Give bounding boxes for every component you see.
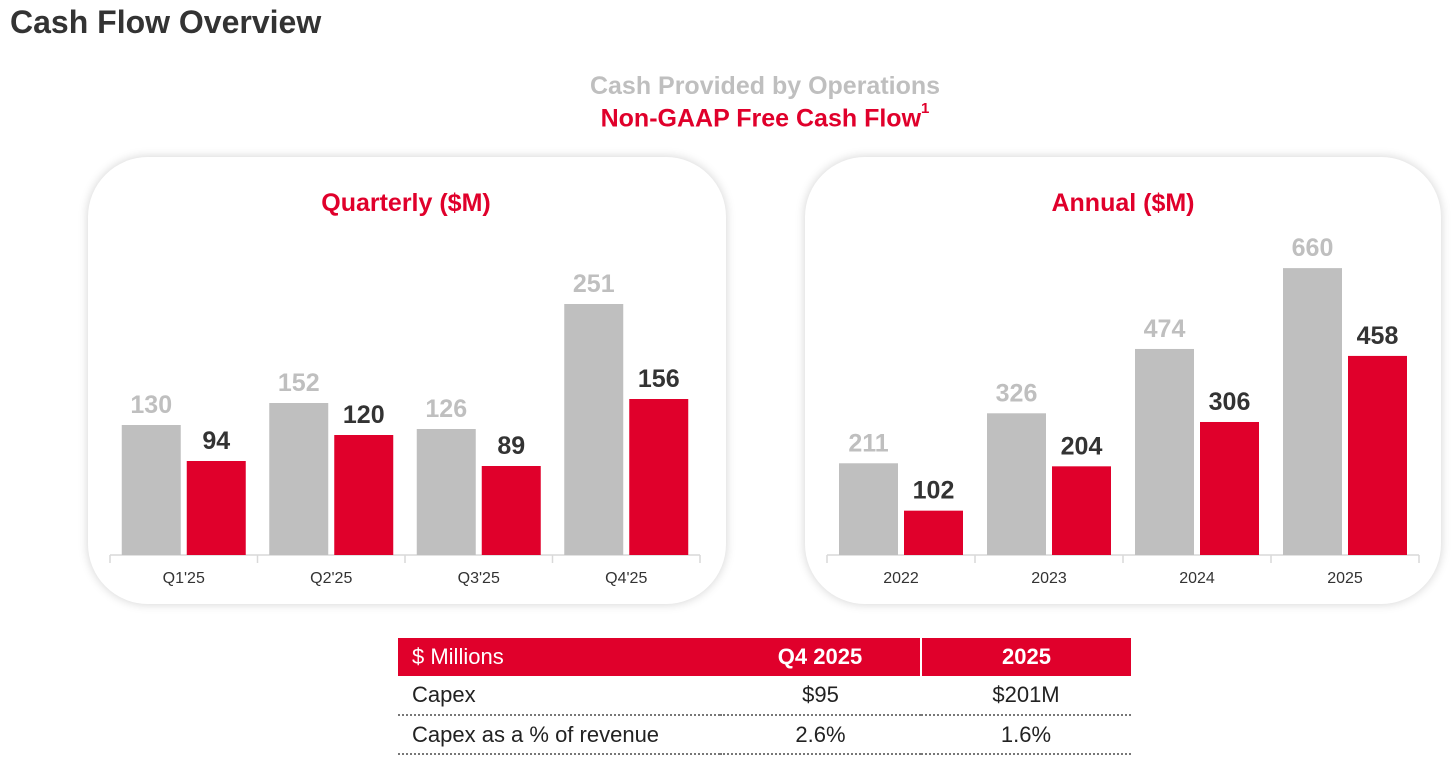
bar-free-cash-flow [481,466,541,555]
bar-operations [839,463,898,555]
x-tick-label: 2023 [1031,570,1067,587]
table-header-row: $ Millions Q4 2025 2025 [398,638,1131,676]
table-cell: 1.6% [921,715,1131,755]
x-tick-label: Q1'25 [163,570,205,587]
data-label: 204 [1061,432,1103,460]
table-cell: 2.6% [720,715,921,755]
x-tick-label: Q3'25 [458,570,500,587]
data-label: 130 [130,391,172,419]
data-label: 156 [638,365,680,393]
bar-operations [269,403,329,555]
data-label: 474 [1144,315,1186,343]
annual-chart: Annual ($M) 2022 211 102 2023 326 204 2024 474 30… [826,189,1420,587]
table-cell: Capex as a % of revenue [398,715,720,755]
table-header-q4-2025: Q4 2025 [720,638,921,676]
capex-table: $ Millions Q4 2025 2025 Capex $95 $201M … [398,638,1131,755]
bar-operations [416,429,476,555]
data-label: 306 [1209,388,1251,416]
bar-free-cash-flow [1052,466,1111,555]
data-label: 89 [497,432,525,460]
data-label: 94 [202,427,230,455]
legend-fcf-label: Non-GAAP Free Cash Flow [600,104,922,133]
bar-operations [1283,268,1342,555]
table-header-2025: 2025 [920,638,1131,676]
x-tick-label: 2024 [1179,570,1215,587]
data-label: 326 [996,379,1038,407]
table-cell: Capex [398,676,720,716]
data-label: 126 [425,395,467,423]
legend-operations: Cash Provided by Operations [0,72,1456,101]
data-label: 152 [278,369,320,397]
data-label: 251 [573,270,615,298]
data-label: 660 [1292,234,1334,262]
x-tick-label: 2025 [1327,570,1363,587]
bar-free-cash-flow [629,399,689,555]
bar-operations [121,425,181,555]
page-title: Cash Flow Overview [10,4,322,40]
data-label: 458 [1357,322,1399,350]
legend-free-cash-flow: Non-GAAP Free Cash Flow1 [0,100,1456,133]
table-row: Capex as a % of revenue 2.6% 1.6% [398,715,1131,755]
annual-chart-panel: Annual ($M) 2022 211 102 2023 326 204 2024 474 30… [805,157,1441,604]
chart-title: Quarterly ($M) [321,189,490,217]
data-label: 211 [848,429,888,457]
bar-free-cash-flow [186,461,246,555]
bar-free-cash-flow [334,435,394,555]
data-label: 120 [343,401,385,429]
quarterly-chart: Quarterly ($M) Q1'25 130 94 Q2'25 152 120 Q3'25… [109,189,701,587]
table-header-label: $ Millions [398,638,720,676]
x-tick-label: Q4'25 [605,570,647,587]
bar-operations [564,304,624,555]
data-label: 102 [913,477,955,505]
bar-operations [1135,348,1194,555]
bar-free-cash-flow [904,510,963,555]
x-tick-label: 2022 [883,570,919,587]
chart-title: Annual ($M) [1051,189,1194,217]
bar-free-cash-flow [1200,421,1259,555]
quarterly-chart-panel: Quarterly ($M) Q1'25 130 94 Q2'25 152 120 Q3'25… [88,157,726,604]
bar-operations [987,413,1046,555]
table-cell: $201M [921,676,1131,716]
bar-free-cash-flow [1348,355,1407,555]
table-row: Capex $95 $201M [398,676,1131,716]
legend-operations-label: Cash Provided by Operations [589,72,941,100]
table-cell: $95 [720,676,921,716]
legend-fcf-footnote: 1 [921,100,930,117]
x-tick-label: Q2'25 [310,570,352,587]
